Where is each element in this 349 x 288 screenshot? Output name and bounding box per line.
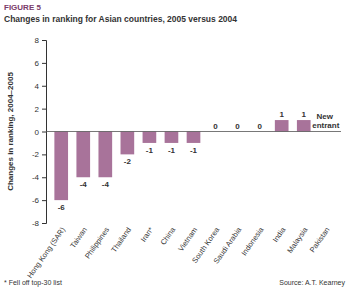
bar [275, 120, 289, 131]
x-tick: Thailand [109, 225, 133, 254]
y-tick-mark [42, 200, 46, 201]
y-tick-label: -4 [32, 173, 40, 182]
data-label: 0 [257, 122, 262, 131]
x-tick: Vietnam [176, 225, 199, 253]
y-tick-mark [42, 223, 46, 224]
data-label: -6 [58, 203, 66, 212]
bar [54, 132, 68, 201]
x-tick-label: India [271, 225, 288, 244]
x-tick-label: Hong Kong (SAR) [25, 225, 67, 280]
footnote: * Fell off top-30 list [4, 279, 62, 287]
x-tick-label: Malaysia [285, 225, 310, 255]
bar [297, 120, 311, 131]
x-tick: Hong Kong (SAR) [25, 225, 67, 280]
data-label: -1 [146, 146, 154, 155]
bar [187, 132, 201, 143]
data-label: 0 [235, 122, 240, 131]
chart: FIGURE 5 Changes in ranking for Asian cou… [0, 0, 349, 288]
x-tick-label: Pakistan [308, 225, 332, 254]
y-tick: 0 [35, 128, 46, 137]
x-tick: Taiwan [68, 225, 89, 249]
bar [165, 132, 179, 143]
y-tick-label: -2 [32, 150, 40, 159]
bar [98, 132, 112, 178]
data-label: -1 [168, 146, 176, 155]
x-tick: China [159, 225, 178, 247]
y-tick: -4 [32, 173, 46, 182]
x-axis: Hong Kong (SAR)TaiwanPhilippinesThailand… [25, 225, 331, 280]
x-tick-label: China [159, 225, 178, 247]
y-tick: -8 [32, 219, 46, 228]
source: Source: A.T. Kearney [279, 279, 345, 287]
y-tick-label: -6 [32, 196, 40, 205]
y-tick-mark [42, 109, 46, 110]
x-tick-label: Thailand [109, 225, 133, 254]
x-tick: Saudi Arabia [212, 225, 244, 266]
y-tick: 2 [35, 105, 46, 114]
data-label: -4 [102, 180, 110, 189]
y-axis-title: Changes in ranking, 2004–2005 [6, 72, 15, 191]
y-tick: 8 [35, 36, 46, 45]
x-tick-label: Indonesia [239, 225, 266, 257]
bar [121, 132, 135, 155]
plot: -8 -6 -4 -2 0 2 4 6 8 -6 -4 -4 -2 -1 -1 -1 0 0 0 1 1 New entr… [25, 36, 341, 280]
data-label: 1 [302, 110, 307, 119]
y-tick-label: 2 [35, 105, 40, 114]
data-label: -2 [124, 157, 132, 166]
x-tick-label: Vietnam [176, 225, 199, 253]
y-tick: -2 [32, 150, 46, 159]
baseline [46, 131, 341, 132]
x-tick: Philippines [83, 225, 111, 260]
y-tick-mark [42, 63, 46, 64]
y-tick: -6 [32, 196, 46, 205]
bar [76, 132, 90, 178]
y-tick: 4 [35, 82, 46, 91]
data-labels: -6 -4 -4 -2 -1 -1 -1 0 0 0 1 1 New entrant [58, 110, 340, 212]
y-axis: -8 -6 -4 -2 0 2 4 6 8 [32, 36, 47, 228]
title: Changes in ranking for Asian countries, … [4, 14, 237, 24]
y-tick-mark [42, 86, 46, 87]
x-tick-label: Philippines [83, 225, 111, 260]
bar [143, 132, 157, 143]
figure-label: FIGURE 5 [4, 3, 41, 12]
y-tick-label: 4 [35, 82, 40, 91]
bars [54, 120, 310, 200]
y-tick-mark [42, 132, 46, 133]
x-tick: Pakistan [308, 225, 332, 254]
y-tick-mark [42, 154, 46, 155]
x-tick: Malaysia [285, 225, 310, 255]
y-tick-mark [42, 177, 46, 178]
y-tick-label: 6 [35, 59, 40, 68]
data-label: -1 [190, 146, 198, 155]
x-tick: Indonesia [239, 225, 266, 257]
data-label: -4 [80, 180, 88, 189]
y-tick-mark [42, 40, 46, 41]
data-label: 0 [213, 122, 218, 131]
x-tick-label: Saudi Arabia [212, 225, 244, 266]
y-axis-line [42, 41, 47, 224]
x-tick-label: Iran* [139, 225, 156, 243]
x-tick: Iran* [139, 225, 156, 243]
data-label: New entrant [312, 112, 339, 130]
data-label: 1 [279, 110, 284, 119]
x-tick: India [271, 225, 288, 244]
y-tick-label: 0 [35, 128, 40, 137]
y-tick-label: -8 [32, 219, 40, 228]
x-tick-label: Taiwan [68, 225, 89, 249]
y-tick-label: 8 [35, 36, 40, 45]
y-tick: 6 [35, 59, 46, 68]
